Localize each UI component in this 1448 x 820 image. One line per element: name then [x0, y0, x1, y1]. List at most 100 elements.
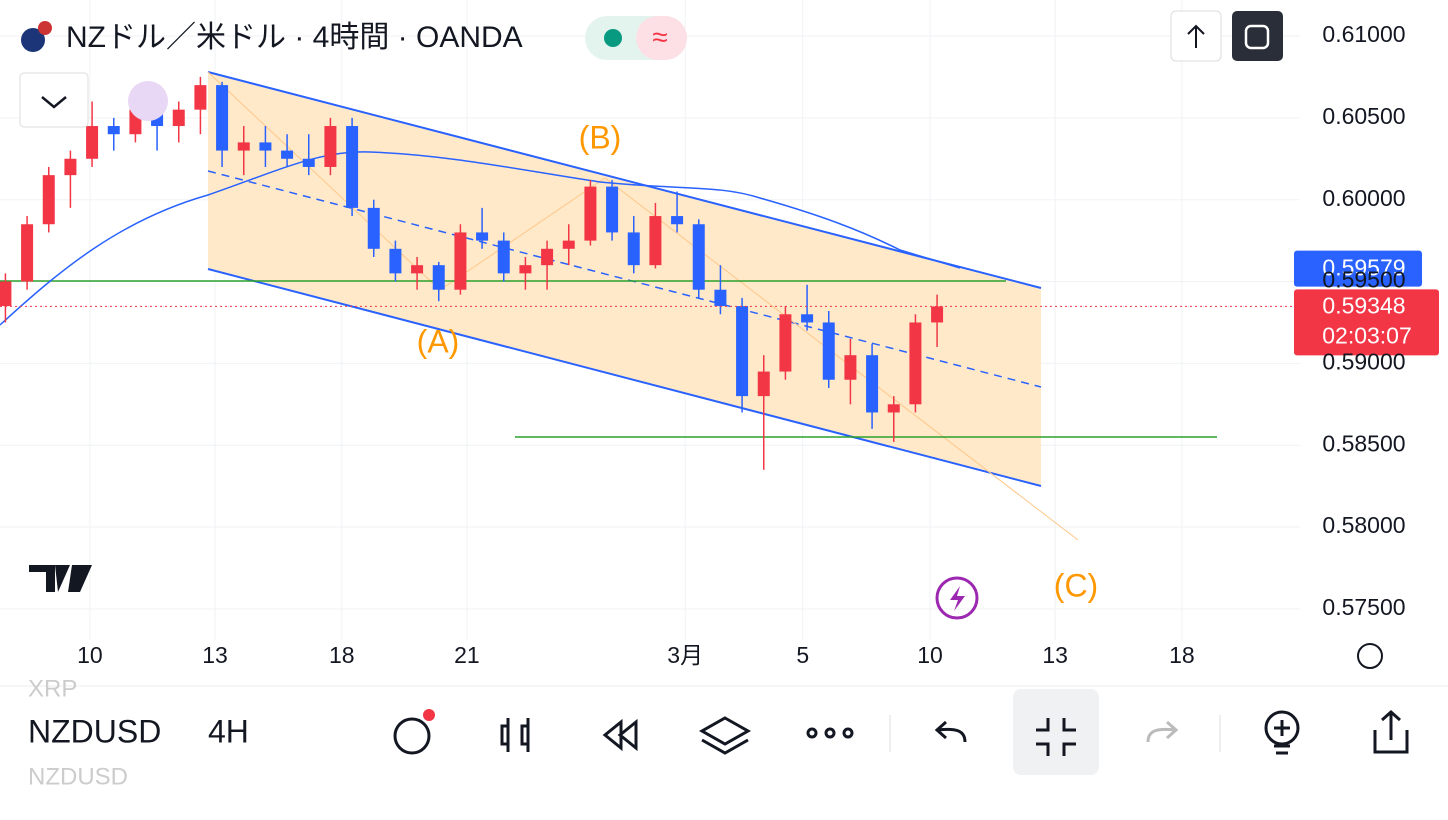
candle-body [606, 186, 619, 233]
candle-body [194, 85, 207, 110]
candle-body [346, 126, 359, 208]
candle-body [172, 109, 185, 127]
share-icon[interactable] [1373, 709, 1409, 754]
replay-icon[interactable] [602, 718, 638, 752]
alert-icon[interactable] [393, 717, 431, 755]
channel-bottom [207, 268, 1042, 487]
candle-body [801, 314, 814, 323]
candle-body [671, 216, 684, 225]
y-tick-label: 0.60000 [1322, 185, 1405, 211]
y-tick-label: 0.58000 [1322, 512, 1405, 538]
candle-body [0, 281, 12, 307]
candle-body [86, 126, 99, 159]
candle-body [736, 306, 749, 397]
wave-line [207, 71, 1079, 541]
symbol[interactable]: NZDUSD [28, 713, 161, 749]
candle-body [649, 216, 662, 266]
countdown: 02:03:07 [1322, 322, 1412, 348]
candle-body [411, 265, 424, 274]
undo-icon[interactable] [934, 720, 967, 743]
candle-body [324, 126, 337, 167]
compress-button[interactable] [1013, 689, 1099, 775]
channel-fill [208, 72, 1041, 486]
prev-symbol: XRP [28, 675, 77, 702]
candle-body [757, 371, 770, 397]
candle-body [887, 404, 900, 413]
delay-icon: ≈ [652, 21, 667, 52]
next-symbol: NZDUSD [28, 763, 128, 790]
tv-logo [29, 565, 92, 592]
moving-average [0, 151, 961, 326]
candle-body [844, 355, 857, 380]
x-tick-label: 10 [917, 642, 943, 668]
x-tick-label: 5 [796, 642, 809, 668]
alert-dot [423, 709, 435, 721]
compress-icon [1036, 718, 1076, 756]
wave-label: (B) [579, 119, 622, 155]
chart-title: NZドル／米ドル · 4時間 · OANDA [66, 21, 523, 54]
candle-body [476, 232, 489, 241]
candle-body [237, 142, 250, 151]
y-tick-label: 0.59000 [1322, 348, 1405, 374]
candle-body [64, 158, 77, 176]
x-tick-label: 13 [1042, 642, 1068, 668]
y-tick-label: 0.61000 [1322, 21, 1405, 47]
y-tick-label: 0.60500 [1322, 103, 1405, 129]
fullscreen-icon [1244, 24, 1270, 50]
arrow-icon [1187, 24, 1205, 48]
candle-body [454, 232, 467, 290]
candle-body [216, 85, 229, 151]
collapse-button[interactable] [19, 72, 89, 128]
candle-body [497, 240, 510, 274]
ma-badge [1294, 250, 1422, 287]
fullscreen-button[interactable] [1232, 11, 1283, 61]
candle-body [432, 265, 445, 290]
add-icon[interactable] [1264, 710, 1300, 746]
x-tick-label: 13 [202, 642, 228, 668]
candle-body [519, 265, 532, 274]
candle-body [931, 306, 944, 323]
candle-body [21, 224, 34, 282]
flag-icon [38, 21, 52, 35]
event-icon[interactable] [128, 81, 168, 121]
candle-body [541, 248, 554, 266]
event-icon[interactable] [935, 576, 979, 620]
wave-label: (C) [1054, 567, 1098, 603]
candles-icon[interactable] [500, 718, 530, 752]
candle-body [692, 224, 705, 290]
redo-icon [1146, 720, 1179, 743]
status-dot [604, 29, 622, 47]
channel-top [207, 71, 1042, 289]
x-tick-label: 3月 [667, 642, 703, 668]
candle-body [281, 150, 294, 159]
wave-label: (A) [417, 323, 460, 359]
current-price: 0.59348 [1322, 292, 1405, 318]
settings-icon[interactable] [1357, 643, 1383, 669]
interval[interactable]: 4H [208, 713, 249, 749]
price-badge [1294, 289, 1439, 356]
y-tick-label: 0.57500 [1322, 594, 1405, 620]
layers-icon[interactable] [698, 716, 752, 755]
candle-body [866, 355, 879, 413]
bolt [950, 586, 965, 611]
y-tick-label: 0.58500 [1322, 430, 1405, 456]
candle-body [42, 175, 55, 225]
candle-body [714, 289, 727, 307]
x-tick-label: 21 [454, 642, 480, 668]
candle-body [389, 248, 402, 274]
candle-body [779, 314, 792, 372]
x-tick-label: 18 [329, 642, 355, 668]
chevron-icon [41, 96, 67, 109]
candle-body [107, 126, 120, 135]
candle-body [367, 207, 380, 249]
status-pill [636, 16, 687, 60]
y-tick-label: 0.59500 [1322, 267, 1405, 293]
ma-value: 0.59579 [1322, 255, 1405, 281]
x-tick-label: 10 [77, 642, 103, 668]
candle-body [302, 158, 315, 167]
candle-body [259, 142, 272, 151]
candle-body [627, 232, 640, 266]
candle-body [822, 322, 835, 380]
candle-body [909, 322, 922, 405]
